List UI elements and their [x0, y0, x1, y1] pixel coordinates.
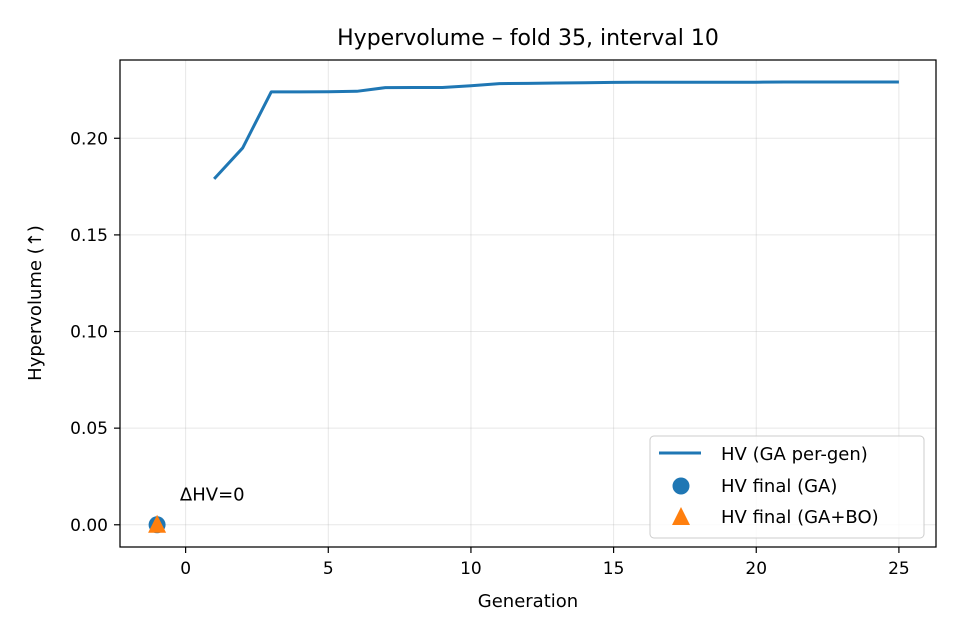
x-tick-label: 5 [323, 559, 334, 579]
legend-label-final-ga-bo: HV final (GA+BO) [721, 507, 879, 528]
legend-label-ga-per-gen: HV (GA per-gen) [721, 444, 868, 465]
y-tick-label: 0.15 [70, 226, 108, 246]
x-tick-label: 25 [888, 559, 910, 579]
y-tick-label: 0.05 [70, 419, 108, 439]
x-tick-label: 0 [180, 559, 191, 579]
y-axis-label: Hypervolume (↑) [25, 225, 46, 381]
chart-title: Hypervolume – fold 35, interval 10 [337, 26, 719, 51]
delta-hv-annotation: ΔHV=0 [180, 485, 245, 506]
y-axis-ticks: 0.00 0.05 0.10 0.15 0.20 [70, 129, 120, 536]
legend-circle-marker [672, 477, 690, 495]
hv-final-ga-bo-point [148, 514, 167, 533]
legend-box [649, 435, 925, 539]
grid [120, 60, 936, 547]
x-tick-label: 15 [603, 559, 625, 579]
y-tick-label: 0.00 [70, 516, 108, 536]
x-axis-ticks: 0 5 10 15 20 25 [180, 547, 910, 579]
legend-triangle-marker [672, 507, 690, 525]
series-lines [213, 80, 899, 180]
y-tick-label: 0.20 [70, 129, 108, 149]
series-markers [148, 514, 167, 534]
legend-label-final-ga: HV final (GA) [721, 476, 837, 497]
hv-ga-per-gen-line [213, 80, 899, 180]
y-tick-label: 0.10 [70, 323, 108, 343]
x-tick-label: 10 [460, 559, 482, 579]
legend: HV (GA per-gen) HV final (GA) HV final (… [649, 435, 925, 539]
x-tick-label: 20 [745, 559, 767, 579]
plot-frame [119, 59, 937, 548]
x-axis-label: Generation [478, 591, 578, 612]
